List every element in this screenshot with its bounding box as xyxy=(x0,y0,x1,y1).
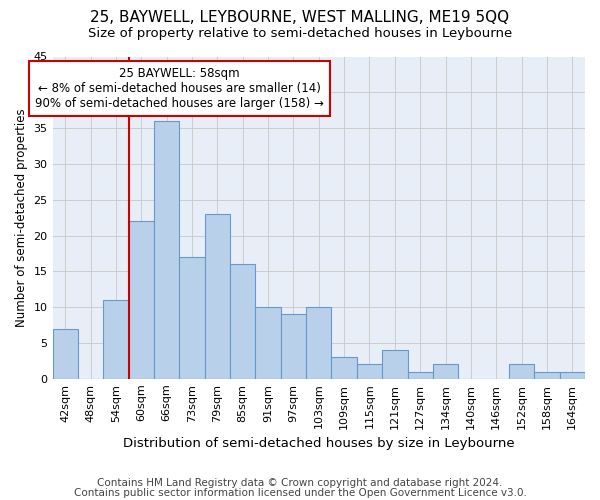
Bar xyxy=(230,264,256,379)
Bar xyxy=(407,372,433,379)
Bar xyxy=(103,300,128,379)
Bar xyxy=(179,257,205,379)
Bar xyxy=(281,314,306,379)
Bar xyxy=(331,358,357,379)
Y-axis label: Number of semi-detached properties: Number of semi-detached properties xyxy=(15,108,28,327)
Bar xyxy=(534,372,560,379)
X-axis label: Distribution of semi-detached houses by size in Leybourne: Distribution of semi-detached houses by … xyxy=(123,437,515,450)
Bar xyxy=(306,307,331,379)
Text: 25, BAYWELL, LEYBOURNE, WEST MALLING, ME19 5QQ: 25, BAYWELL, LEYBOURNE, WEST MALLING, ME… xyxy=(91,10,509,25)
Bar xyxy=(154,121,179,379)
Bar xyxy=(128,221,154,379)
Bar xyxy=(53,328,78,379)
Text: Contains HM Land Registry data © Crown copyright and database right 2024.: Contains HM Land Registry data © Crown c… xyxy=(97,478,503,488)
Bar xyxy=(509,364,534,379)
Bar xyxy=(256,307,281,379)
Bar xyxy=(382,350,407,379)
Bar xyxy=(205,214,230,379)
Text: Contains public sector information licensed under the Open Government Licence v3: Contains public sector information licen… xyxy=(74,488,526,498)
Bar xyxy=(433,364,458,379)
Bar xyxy=(560,372,585,379)
Text: 25 BAYWELL: 58sqm
← 8% of semi-detached houses are smaller (14)
90% of semi-deta: 25 BAYWELL: 58sqm ← 8% of semi-detached … xyxy=(35,67,324,110)
Text: Size of property relative to semi-detached houses in Leybourne: Size of property relative to semi-detach… xyxy=(88,28,512,40)
Bar xyxy=(357,364,382,379)
